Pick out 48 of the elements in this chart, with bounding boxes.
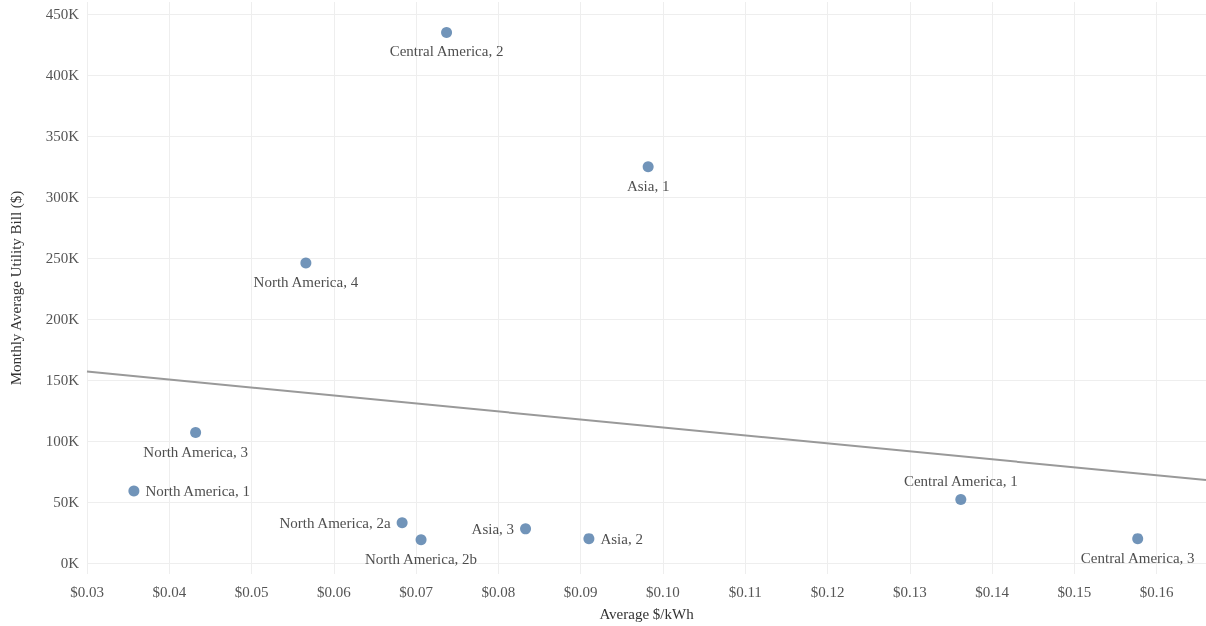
x-tick-label: $0.15 [1057,583,1092,600]
y-tick-label: 350K [45,128,80,145]
point [955,494,967,506]
annotation: Central America, 2 [389,43,504,60]
x-tick-label: $0.12 [810,583,845,600]
x-tick-label: $0.16 [1139,583,1175,600]
x-tick-label: $0.10 [646,583,680,600]
x-axis-title: Average $/kWh [599,605,695,622]
annotation: Asia, 3 [471,520,515,537]
x-tick-label: $0.14 [975,583,1010,600]
annotation: Central America, 3 [1080,549,1195,566]
x-tick-label: $0.06 [316,583,352,600]
y-tick-label: 150K [45,372,80,389]
y-tick-label: 400K [45,67,80,84]
point [1132,533,1144,545]
point [415,534,427,546]
x-tick-label: $0.08 [481,583,516,600]
annotation: North America, 2a [279,514,391,531]
point [520,523,532,535]
annotation: Asia, 1 [626,177,670,194]
x-tick-label: $0.07 [399,583,434,600]
y-tick-label: 0K [60,555,80,572]
point [642,161,654,173]
point [190,427,202,439]
y-tick-label: 50K [53,494,80,511]
x-tick-label: $0.13 [892,583,927,600]
y-tick-label: 100K [45,433,80,450]
point [396,517,408,529]
annotation: North America, 4 [253,274,359,290]
x-tick-label: $0.04 [152,583,187,600]
x-tick-label: $0.03 [70,583,104,600]
point [583,533,595,545]
y-tick-label: 450K [45,6,80,23]
annotation: North America, 2b [365,550,478,567]
annotation: Asia, 2 [600,530,643,547]
point [300,257,312,269]
annotation: Central America, 1 [903,472,1018,489]
y-tick-label: 200K [45,311,80,328]
annotation: North America, 1 [145,483,250,500]
x-tick-label: $0.09 [563,583,598,600]
x-tick-label: $0.05 [234,583,269,600]
x-tick-label: $0.11 [728,583,762,600]
y-axis-title: Monthly Average Utility Bill ($) [7,190,25,386]
point [441,26,453,38]
y-tick-label: 300K [45,189,80,206]
y-tick-label: 250K [45,250,80,267]
annotation: North America, 3 [143,443,248,460]
point [128,485,140,497]
